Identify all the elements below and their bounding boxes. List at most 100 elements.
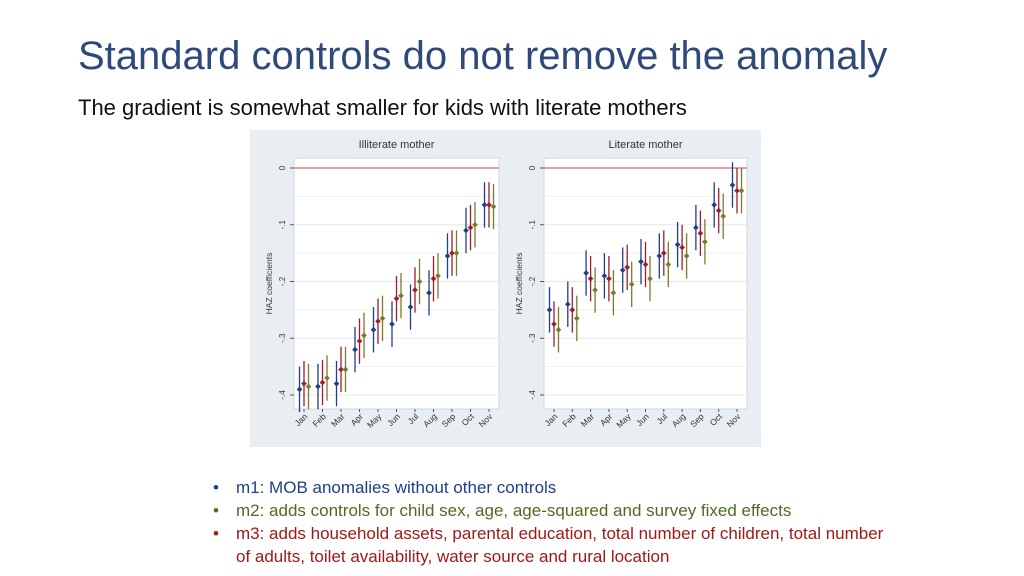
point-m2: [430, 275, 437, 282]
point-m3: [398, 292, 404, 299]
x-tick-label: May: [365, 411, 384, 430]
y-tick-label: -.1: [278, 220, 287, 230]
x-tick-label: Jul: [406, 411, 421, 426]
point-m2: [679, 244, 685, 251]
point-m2: [338, 366, 344, 373]
point-m1: [389, 321, 395, 327]
panel-title: Literate mother: [609, 139, 683, 151]
y-tick-label: 0: [528, 165, 537, 170]
x-tick-label: Sep: [440, 411, 458, 429]
legend-note-m1-text: m1: MOB anomalies without other controls: [236, 478, 557, 497]
point-m3: [342, 366, 349, 373]
x-tick-label: Jan: [543, 411, 560, 428]
point-m3: [738, 187, 745, 194]
point-m2: [449, 250, 455, 256]
y-tick-label: -.4: [528, 390, 537, 400]
y-tick-label: -.2: [278, 276, 287, 286]
point-m3: [361, 332, 367, 339]
point-m1: [407, 304, 414, 310]
bullet-m3: •: [213, 524, 219, 543]
point-m1: [481, 202, 488, 208]
point-m2: [551, 321, 557, 327]
chart-panel-1: Illiterate mother 0 -.1 -.2 -.3 -.4 HAZ coeffi…: [264, 139, 500, 430]
point-m1: [601, 272, 608, 279]
x-tick-label: Nov: [477, 411, 495, 429]
x-tick-label: Aug: [421, 411, 439, 429]
panel-title: Illiterate mother: [359, 139, 435, 151]
legend-note-m1: • m1: MOB anomalies without other contro…: [213, 476, 896, 499]
x-tick-label: Mar: [329, 411, 347, 429]
x-tick-label: Mar: [579, 411, 597, 429]
point-m2: [356, 338, 363, 344]
chart-panel-2: Literate mother 0 -.1 -.2 -.3 -.4 HAZ coeffici…: [514, 139, 748, 430]
point-m3: [324, 375, 330, 381]
x-tick-label: Apr: [598, 411, 615, 428]
point-m1: [333, 380, 340, 387]
x-tick-label: Jun: [385, 411, 402, 428]
point-m1: [564, 301, 571, 308]
point-m2: [642, 261, 649, 268]
point-m3: [573, 315, 580, 322]
x-tick-label: Sep: [688, 411, 706, 429]
point-m2: [734, 187, 740, 194]
point-m3: [592, 287, 598, 293]
slide-title: Standard controls do not remove the anom…: [78, 34, 888, 78]
point-m1: [426, 290, 432, 296]
slide-subtitle: The gradient is somewhat smaller for kid…: [78, 95, 687, 120]
point-m2: [412, 287, 418, 293]
chart-svg: Illiterate mother 0 -.1 -.2 -.3 -.4 HAZ coeffi…: [264, 139, 748, 430]
chart-figure: Illiterate mother 0 -.1 -.2 -.3 -.4 HAZ coeffi…: [250, 130, 761, 447]
point-m3: [379, 315, 386, 322]
x-tick-label: Jul: [654, 411, 669, 426]
point-m3: [435, 272, 441, 279]
y-tick-label: -.3: [278, 333, 287, 343]
point-m1: [674, 241, 681, 248]
point-m1: [693, 224, 699, 231]
y-tick-label: -.1: [528, 220, 537, 230]
point-m3: [490, 203, 497, 210]
bullet-m1: •: [213, 478, 219, 497]
x-tick-label: Feb: [560, 411, 578, 429]
point-m2: [486, 202, 492, 208]
point-m1: [638, 258, 644, 265]
x-tick-label: Aug: [670, 411, 688, 429]
point-m1: [546, 307, 553, 313]
point-m3: [453, 250, 460, 256]
point-m1: [352, 346, 358, 353]
point-m2: [393, 295, 400, 302]
y-tick-label: -.4: [278, 390, 287, 400]
bullet-m2: •: [213, 501, 219, 520]
y-tick-label: -.2: [528, 276, 537, 286]
x-tick-label: Jan: [293, 411, 310, 428]
point-m2: [375, 318, 381, 325]
x-tick-label: Oct: [459, 411, 476, 428]
x-tick-label: May: [614, 411, 633, 430]
point-m1: [370, 326, 377, 333]
y-axis-label: HAZ coefficients: [514, 253, 524, 315]
point-m1: [444, 253, 451, 259]
x-tick-label: Nov: [725, 411, 743, 429]
point-m3: [647, 275, 653, 282]
point-m3: [416, 278, 423, 285]
point-m2: [697, 230, 704, 237]
y-tick-label: -.3: [528, 333, 537, 343]
model-legend-list: • m1: MOB anomalies without other contro…: [213, 476, 896, 568]
point-m2: [319, 379, 326, 386]
point-m3: [683, 253, 690, 259]
legend-note-m3-text: m3: adds household assets, parental educ…: [236, 524, 884, 566]
legend-note-m2-text: m2: adds controls for child sex, age, ag…: [236, 501, 792, 520]
legend-note-m3: • m3: adds household assets, parental ed…: [213, 522, 896, 568]
x-tick-label: Jun: [634, 411, 651, 428]
x-tick-label: Apr: [348, 411, 365, 428]
point-m2: [467, 224, 474, 231]
x-tick-label: Feb: [310, 411, 328, 429]
point-m1: [583, 270, 589, 276]
point-m1: [463, 227, 469, 234]
point-m1: [729, 182, 736, 188]
point-m3: [472, 221, 478, 228]
x-tick-label: Oct: [708, 411, 725, 428]
y-axis-label: HAZ coefficients: [264, 253, 274, 315]
legend-note-m2: • m2: adds controls for child sex, age, …: [213, 499, 896, 522]
point-m3: [555, 326, 562, 333]
y-tick-label: 0: [278, 165, 287, 170]
